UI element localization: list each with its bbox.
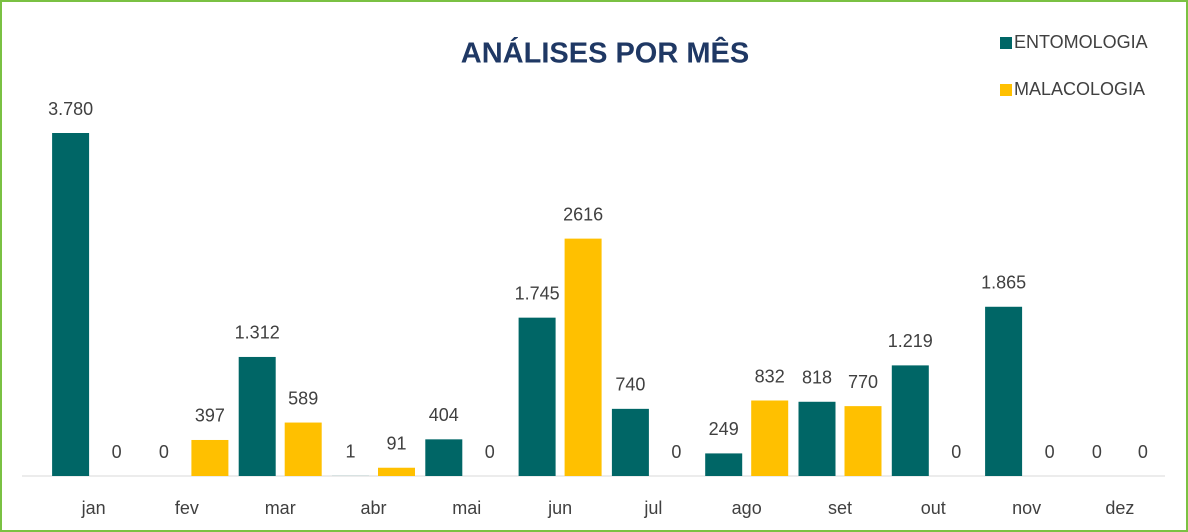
x-tick-label: nov <box>1012 498 1041 518</box>
value-label: 818 <box>802 368 832 388</box>
value-label: 397 <box>195 406 225 426</box>
x-tick-label: out <box>921 498 946 518</box>
value-label: 91 <box>386 433 406 453</box>
value-label: 0 <box>1138 442 1148 462</box>
x-tick-label: jul <box>643 498 662 518</box>
legend-label: ENTOMOLOGIA <box>1014 32 1148 52</box>
value-label: 1.219 <box>888 331 933 351</box>
legend-swatch <box>1000 37 1012 49</box>
chart-title: ANÁLISES POR MÊS <box>461 36 749 70</box>
bar <box>844 406 882 476</box>
x-tick-label: abr <box>360 498 386 518</box>
legend-label: MALACOLOGIA <box>1014 79 1145 99</box>
value-label: 0 <box>112 442 122 462</box>
bar <box>518 317 556 476</box>
bar <box>891 365 929 476</box>
legend-swatch <box>1000 84 1012 96</box>
x-tick-label: jun <box>547 498 572 518</box>
value-label: 770 <box>848 372 878 392</box>
bar <box>751 400 789 476</box>
x-tick-label: fev <box>175 498 199 518</box>
bar <box>798 401 836 476</box>
value-label: 0 <box>951 442 961 462</box>
x-tick-label: mar <box>265 498 296 518</box>
bar <box>985 306 1023 476</box>
bar <box>611 408 649 476</box>
value-label: 0 <box>159 442 169 462</box>
value-label: 249 <box>709 419 739 439</box>
value-label: 589 <box>288 388 318 408</box>
value-label: 0 <box>1092 442 1102 462</box>
value-label: 2616 <box>563 204 603 224</box>
value-label: 0 <box>485 442 495 462</box>
bar <box>564 238 602 476</box>
bar <box>191 439 229 476</box>
value-label: 832 <box>755 366 785 386</box>
bar <box>284 422 322 476</box>
value-label: 0 <box>1045 442 1055 462</box>
x-tick-label: jan <box>81 498 106 518</box>
bar <box>425 439 463 476</box>
x-tick-label: dez <box>1105 498 1134 518</box>
value-label: 1 <box>345 442 355 462</box>
value-label: 1.312 <box>235 323 280 343</box>
x-tick-label: set <box>828 498 852 518</box>
value-label: 1.865 <box>981 273 1026 293</box>
x-tick-label: mai <box>452 498 481 518</box>
value-label: 740 <box>615 375 645 395</box>
value-label: 3.780 <box>48 99 93 119</box>
bar <box>238 356 276 476</box>
bar <box>705 453 743 476</box>
value-label: 1.745 <box>515 283 560 303</box>
value-label: 0 <box>671 442 681 462</box>
value-label: 404 <box>429 405 459 425</box>
x-tick-label: ago <box>732 498 762 518</box>
bar <box>378 467 415 476</box>
bar <box>52 133 90 476</box>
